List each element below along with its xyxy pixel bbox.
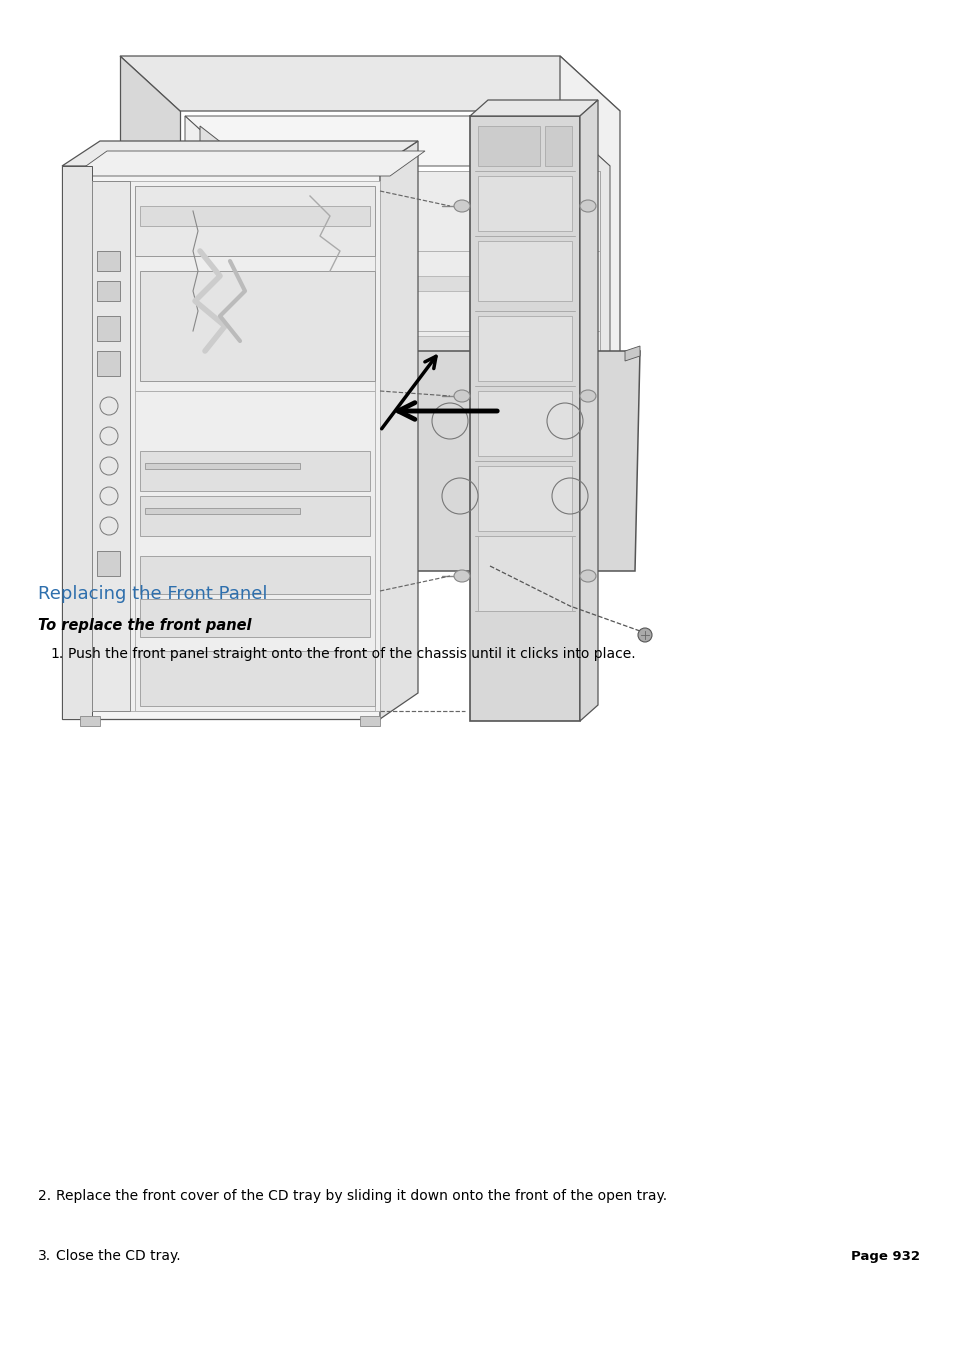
Polygon shape (71, 151, 424, 176)
Polygon shape (120, 390, 619, 446)
Polygon shape (91, 181, 130, 711)
Polygon shape (185, 116, 240, 436)
Text: 3.: 3. (38, 1250, 51, 1263)
Polygon shape (379, 566, 399, 576)
Polygon shape (97, 316, 120, 340)
Polygon shape (125, 251, 174, 276)
Ellipse shape (579, 390, 596, 403)
Text: Replacing the Front Panel: Replacing the Front Panel (38, 585, 267, 603)
Polygon shape (140, 651, 375, 707)
Polygon shape (250, 172, 599, 431)
Polygon shape (135, 186, 375, 255)
Polygon shape (477, 536, 572, 611)
Polygon shape (470, 116, 579, 721)
Polygon shape (140, 451, 370, 490)
Polygon shape (345, 351, 639, 571)
Polygon shape (270, 336, 530, 366)
Polygon shape (135, 390, 375, 711)
Polygon shape (379, 141, 417, 719)
Polygon shape (544, 126, 572, 166)
Polygon shape (579, 100, 598, 721)
Polygon shape (624, 346, 639, 361)
Polygon shape (140, 272, 375, 381)
Polygon shape (559, 55, 619, 446)
Polygon shape (477, 126, 539, 166)
Polygon shape (185, 386, 609, 436)
Polygon shape (80, 716, 100, 725)
Text: Push the front panel straight onto the front of the chassis until it clicks into: Push the front panel straight onto the f… (68, 647, 635, 661)
Polygon shape (260, 181, 370, 236)
Polygon shape (140, 205, 370, 226)
Polygon shape (145, 463, 299, 469)
Polygon shape (200, 126, 245, 376)
Polygon shape (62, 141, 417, 166)
Polygon shape (379, 376, 430, 411)
Ellipse shape (454, 390, 470, 403)
Text: To replace the front panel: To replace the front panel (38, 617, 252, 634)
Polygon shape (62, 166, 379, 719)
Polygon shape (120, 55, 619, 111)
Polygon shape (477, 390, 572, 457)
Circle shape (638, 628, 651, 642)
Polygon shape (62, 166, 91, 719)
Polygon shape (477, 466, 572, 531)
Ellipse shape (454, 570, 470, 582)
Text: Replace the front cover of the CD tray by sliding it down onto the front of the : Replace the front cover of the CD tray b… (56, 1189, 666, 1202)
Polygon shape (97, 281, 120, 301)
Polygon shape (140, 496, 370, 536)
Polygon shape (260, 311, 370, 366)
Ellipse shape (454, 200, 470, 212)
Polygon shape (477, 176, 572, 231)
Polygon shape (97, 251, 120, 272)
Polygon shape (359, 716, 379, 725)
Polygon shape (270, 276, 530, 290)
Polygon shape (145, 508, 299, 513)
Ellipse shape (579, 570, 596, 582)
Polygon shape (97, 351, 120, 376)
Polygon shape (470, 100, 598, 116)
Polygon shape (97, 551, 120, 576)
Polygon shape (555, 116, 609, 436)
Text: Close the CD tray.: Close the CD tray. (56, 1250, 180, 1263)
Polygon shape (140, 557, 370, 594)
Ellipse shape (579, 200, 596, 212)
Polygon shape (260, 246, 370, 301)
Polygon shape (120, 55, 180, 390)
Polygon shape (91, 181, 379, 711)
Text: 1.: 1. (50, 647, 63, 661)
Polygon shape (477, 240, 572, 301)
Polygon shape (140, 598, 370, 638)
Polygon shape (125, 211, 174, 236)
Polygon shape (185, 116, 609, 166)
Polygon shape (135, 186, 375, 390)
Polygon shape (355, 372, 450, 422)
Text: 2.: 2. (38, 1189, 51, 1202)
Polygon shape (477, 316, 572, 381)
Polygon shape (260, 376, 370, 431)
Polygon shape (125, 290, 174, 316)
Text: Page 932: Page 932 (850, 1250, 919, 1263)
Polygon shape (350, 346, 365, 361)
